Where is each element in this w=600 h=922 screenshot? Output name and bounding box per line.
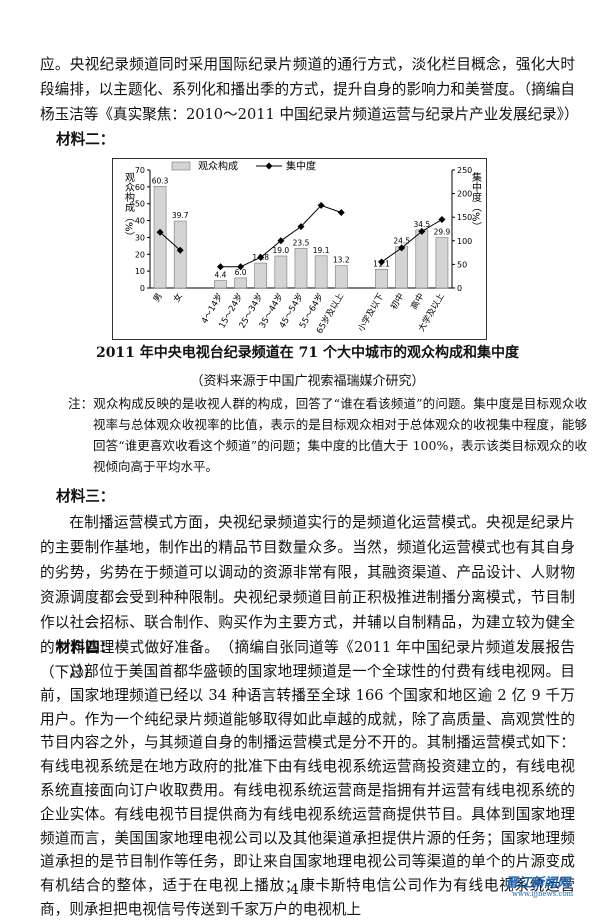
y2-tick-label: 150 — [457, 213, 472, 222]
y-tick-label: 60 — [135, 183, 145, 192]
x-tick-label: 男 — [152, 292, 165, 304]
marker — [156, 228, 164, 236]
y-tick-label: 50 — [135, 200, 145, 209]
marker — [438, 216, 446, 224]
bar — [334, 265, 348, 289]
bar — [314, 255, 328, 289]
bar — [415, 229, 429, 289]
bar — [173, 220, 187, 289]
paragraph: 在制播运营模式方面，央视纪录频道实行的是频道化运营模式。央视是纪录片的主要制作基… — [40, 514, 575, 681]
paragraph: 应。央视纪录频道同时采用国际纪录片频道的通行方式，淡化栏目概念，强化大时段编排，… — [40, 56, 579, 123]
paragraph: 总部位于美国首都华盛顿的国家地理频道是一个全球性的付费有线电视网。目前，国家地理… — [40, 663, 575, 918]
x-tick-label: 高中 — [409, 291, 427, 311]
legend-swatch — [265, 162, 273, 170]
marker — [378, 258, 386, 266]
chart-title: 2011 年中央电视台纪录频道在 71 个大中城市的观众构成和集中度 — [95, 345, 520, 361]
chart-source: （资料来源于中国广视索福瑞媒介研究） — [190, 374, 425, 389]
y2-tick-label: 0 — [457, 284, 462, 293]
bar — [153, 186, 167, 289]
heading: 材料四： — [56, 639, 115, 656]
legend-swatch — [171, 161, 191, 171]
y-tick-label: 20 — [135, 250, 145, 259]
value-label: 19.0 — [273, 246, 290, 255]
marker — [337, 208, 345, 216]
marker — [317, 201, 325, 209]
x-tick-label: 初中 — [388, 291, 406, 311]
legend-label: 集中度 — [286, 160, 316, 173]
bar — [435, 237, 449, 289]
y-tick-label: 40 — [135, 217, 145, 226]
page-number: 4 — [290, 882, 299, 898]
marker — [176, 246, 184, 254]
value-label: 19.1 — [313, 246, 330, 255]
x-tick-label: 小学及以下 — [356, 291, 387, 334]
marker — [297, 223, 305, 231]
note: 注：观众构成反映的是收视人群的构成，回答了“谁在看该频道”的问题。集中度是目标观… — [68, 396, 587, 474]
y2-axis-label: 集中度（%） — [470, 171, 482, 232]
chart: 0 10 20 30 40 50 60 70 0 50 100 150 200 250 观众构成（%） 集中度… — [112, 158, 487, 340]
y-tick-label: 30 — [135, 233, 145, 242]
marker — [216, 263, 224, 271]
y-tick-label: 10 — [135, 267, 145, 276]
y-tick-label: 0 — [140, 284, 145, 293]
legend-label: 观众构成 — [198, 160, 238, 173]
x-tick-label: 女 — [171, 291, 185, 304]
bar — [294, 248, 308, 289]
value-label: 60.3 — [152, 176, 169, 185]
value-label: 23.5 — [293, 238, 310, 247]
value-label: 24.5 — [393, 237, 410, 246]
watermark: 晋江新闻网 — [505, 876, 571, 891]
heading: 材料三： — [56, 488, 115, 505]
value-label: 39.7 — [172, 211, 189, 220]
bar — [274, 255, 288, 289]
marker — [237, 263, 245, 271]
y-axis-label: 观众构成（%） — [123, 172, 135, 242]
value-label: 34.5 — [413, 220, 430, 229]
chart-frame — [112, 158, 487, 340]
y2-tick-label: 50 — [457, 260, 467, 269]
y2-tick-label: 250 — [457, 166, 472, 175]
bar — [254, 262, 268, 289]
bar — [234, 277, 247, 289]
value-label: 13.2 — [333, 256, 350, 265]
marker — [398, 244, 406, 252]
y-tick-label: 70 — [135, 166, 145, 175]
bar — [375, 268, 388, 289]
value-label: 4.4 — [214, 271, 226, 280]
value-label: 29.9 — [434, 228, 451, 237]
y2-tick-label: 200 — [457, 190, 472, 199]
value-label: 6.0 — [235, 268, 247, 277]
bar — [395, 246, 409, 289]
y2-tick-label: 100 — [457, 237, 472, 246]
marker — [277, 237, 285, 245]
bar — [214, 280, 227, 289]
marker — [257, 253, 265, 261]
watermark-url: www.ijjnews.com — [512, 890, 574, 898]
heading: 材料二： — [56, 131, 115, 148]
marker — [418, 227, 426, 235]
